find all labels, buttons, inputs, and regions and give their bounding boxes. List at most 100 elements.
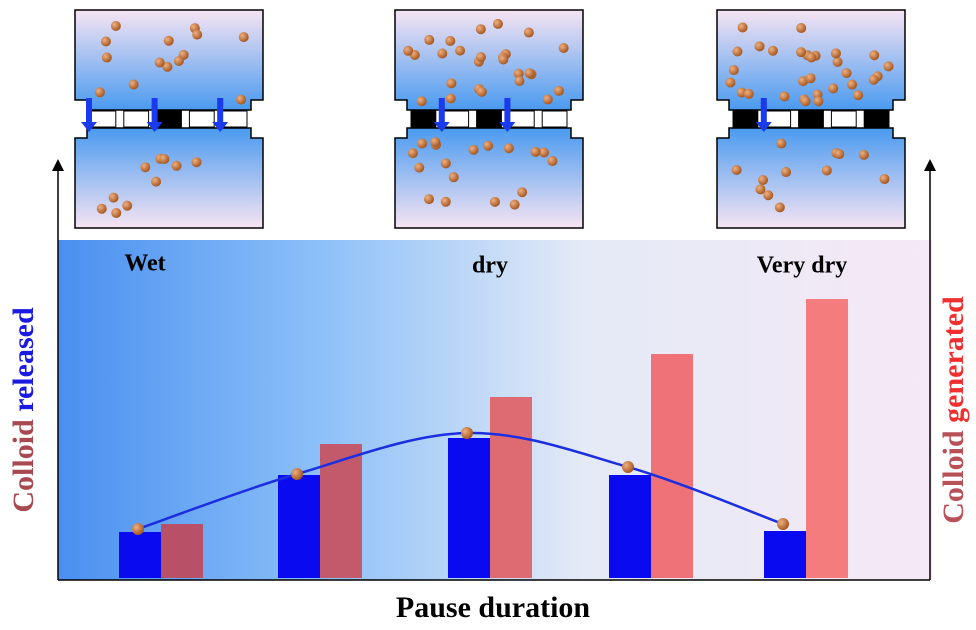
particle: [163, 35, 174, 46]
particle: [154, 57, 165, 68]
particle: [192, 29, 203, 40]
flow-arrow: [146, 98, 163, 132]
particle: [796, 47, 807, 58]
particle: [110, 21, 121, 32]
particle: [94, 87, 105, 98]
particle: [513, 68, 524, 79]
particle: [424, 194, 435, 205]
particle: [558, 42, 569, 53]
particle: [869, 50, 880, 61]
particle: [796, 23, 807, 34]
particle: [805, 73, 816, 84]
particle: [440, 196, 451, 207]
particle: [171, 160, 182, 171]
flow-arrow: [212, 98, 229, 132]
particle: [414, 162, 425, 173]
particle: [841, 68, 852, 79]
particle: [517, 187, 528, 198]
chamber: [394, 9, 584, 111]
pore: [798, 110, 824, 128]
particle: [879, 174, 890, 185]
annotation: dry: [472, 253, 508, 279]
particle: [779, 91, 790, 102]
particle: [96, 203, 107, 214]
particle: [524, 68, 535, 79]
particle: [159, 153, 170, 164]
particle: [101, 52, 112, 63]
bar: [278, 475, 320, 578]
particle: [445, 93, 456, 104]
annotation: Very dry: [757, 253, 847, 279]
particle: [446, 78, 457, 89]
particle: [445, 35, 456, 46]
bar: [806, 299, 848, 578]
diagrams: [74, 9, 906, 229]
particle: [509, 199, 520, 210]
particle: [503, 143, 514, 154]
particle: [523, 27, 534, 38]
particle: [767, 45, 778, 56]
particle: [725, 77, 736, 88]
y2-label-part: Colloid: [937, 430, 970, 524]
annotation: Wet: [124, 251, 165, 277]
particle: [416, 96, 427, 107]
y-label-part: released: [7, 307, 40, 412]
particle: [128, 79, 139, 90]
particle: [755, 184, 766, 195]
bar: [320, 444, 362, 578]
particle: [542, 94, 553, 105]
pore: [732, 110, 759, 128]
particle: [173, 55, 184, 66]
bar: [161, 524, 203, 578]
bar: [651, 354, 693, 578]
particle: [468, 144, 479, 155]
particle: [483, 140, 494, 151]
particle: [151, 176, 162, 187]
particle: [111, 207, 122, 218]
particle: [830, 48, 841, 59]
particle: [448, 172, 459, 183]
particle: [774, 202, 785, 213]
y2-label: Colloid generated: [937, 296, 970, 524]
trend-point: [461, 427, 473, 439]
particle: [853, 90, 864, 101]
particle: [781, 167, 792, 178]
pore: [830, 110, 857, 128]
particle: [476, 86, 487, 97]
particle: [728, 65, 739, 76]
x-label: Pause duration: [396, 591, 591, 624]
particle: [100, 36, 111, 47]
bar: [609, 475, 651, 578]
particle: [403, 45, 414, 56]
y-label: Colloid released: [7, 307, 40, 513]
chamber: [716, 127, 906, 229]
chamber: [74, 127, 264, 229]
particle: [847, 79, 858, 90]
particle: [455, 45, 466, 56]
particle: [162, 61, 173, 72]
pore: [188, 110, 215, 128]
pore: [476, 110, 502, 128]
particle: [498, 54, 509, 65]
particle: [743, 88, 754, 99]
pore: [410, 110, 437, 128]
particle: [798, 76, 809, 87]
particle: [530, 146, 541, 157]
flow-arrow: [755, 98, 772, 132]
particle: [832, 56, 843, 67]
particle: [732, 46, 743, 57]
particle: [122, 200, 133, 211]
particle: [430, 137, 441, 148]
bar: [448, 438, 490, 578]
bar: [490, 397, 532, 578]
particle: [140, 162, 151, 173]
trend-point: [622, 461, 634, 473]
flow-arrow: [81, 98, 97, 132]
particle: [883, 61, 894, 72]
trend-point: [132, 523, 144, 535]
particle: [868, 74, 879, 85]
y2-label-part: generated: [937, 296, 970, 423]
particle: [800, 96, 811, 107]
particle: [514, 75, 525, 86]
